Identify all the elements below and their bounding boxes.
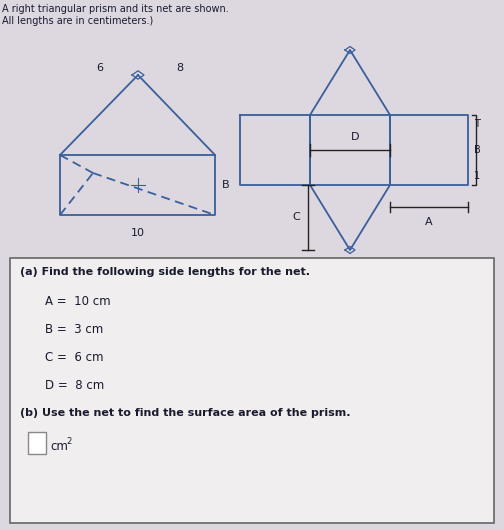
Text: A =  10 cm: A = 10 cm <box>45 295 110 308</box>
FancyBboxPatch shape <box>10 258 494 523</box>
Text: A: A <box>425 217 433 227</box>
Text: 2: 2 <box>66 437 71 446</box>
Text: 10: 10 <box>131 228 145 238</box>
Text: D =  8 cm: D = 8 cm <box>45 379 104 392</box>
Text: 8: 8 <box>176 63 183 73</box>
Text: B: B <box>222 180 230 190</box>
Text: 1: 1 <box>474 171 480 181</box>
Text: T: T <box>474 119 480 129</box>
Text: D: D <box>351 132 359 142</box>
Text: (a) Find the following side lengths for the net.: (a) Find the following side lengths for … <box>20 267 310 277</box>
Text: cm: cm <box>50 440 68 453</box>
FancyBboxPatch shape <box>28 432 46 454</box>
Text: C: C <box>292 213 300 223</box>
Text: B =  3 cm: B = 3 cm <box>45 323 103 336</box>
Text: B: B <box>474 145 481 155</box>
Text: C =  6 cm: C = 6 cm <box>45 351 103 364</box>
Text: All lengths are in centimeters.): All lengths are in centimeters.) <box>2 16 153 26</box>
Text: (b) Use the net to find the surface area of the prism.: (b) Use the net to find the surface area… <box>20 408 350 418</box>
Text: A right triangular prism and its net are shown.: A right triangular prism and its net are… <box>2 4 229 14</box>
Text: 6: 6 <box>96 63 103 73</box>
